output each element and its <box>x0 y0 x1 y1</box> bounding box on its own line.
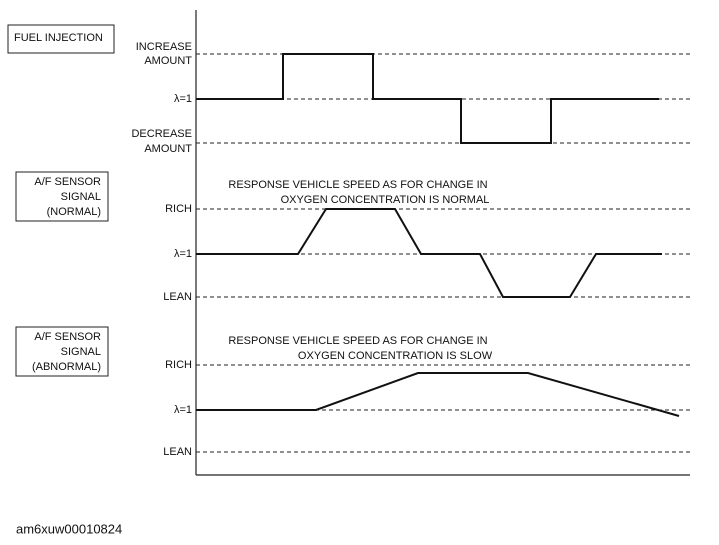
label-box <box>7 24 115 54</box>
level-label: λ=1 <box>174 93 192 105</box>
level-label: λ=1 <box>174 404 192 416</box>
figure-id: am6xuw00010824 <box>16 521 122 536</box>
level-label: RICH <box>165 359 192 371</box>
label-box <box>15 326 109 377</box>
level-label: AMOUNT <box>144 143 192 155</box>
waveform <box>196 208 662 298</box>
level-label: RICH <box>165 203 192 215</box>
caption: OXYGEN CONCENTRATION IS SLOW <box>298 350 493 362</box>
caption: RESPONSE VEHICLE SPEED AS FOR CHANGE IN <box>228 179 487 191</box>
panel-title: A/F SENSOR <box>34 331 101 343</box>
panel-title: A/F SENSOR <box>34 176 101 188</box>
panel-title: SIGNAL <box>61 191 101 203</box>
caption: RESPONSE VEHICLE SPEED AS FOR CHANGE IN <box>228 335 487 347</box>
caption: OXYGEN CONCENTRATION IS NORMAL <box>281 194 490 206</box>
level-label: DECREASE <box>131 128 192 140</box>
level-label: λ=1 <box>174 248 192 260</box>
panel-title: SIGNAL <box>61 346 101 358</box>
level-label: INCREASE <box>136 41 192 53</box>
level-label: LEAN <box>163 291 192 303</box>
waveform <box>196 53 659 144</box>
panel-title: (ABNORMAL) <box>32 361 101 373</box>
panel-title: (NORMAL) <box>47 206 101 218</box>
panel-title: FUEL INJECTION <box>14 32 103 44</box>
waveform <box>196 372 680 417</box>
level-label: AMOUNT <box>144 55 192 67</box>
label-box <box>15 171 109 222</box>
level-label: LEAN <box>163 446 192 458</box>
